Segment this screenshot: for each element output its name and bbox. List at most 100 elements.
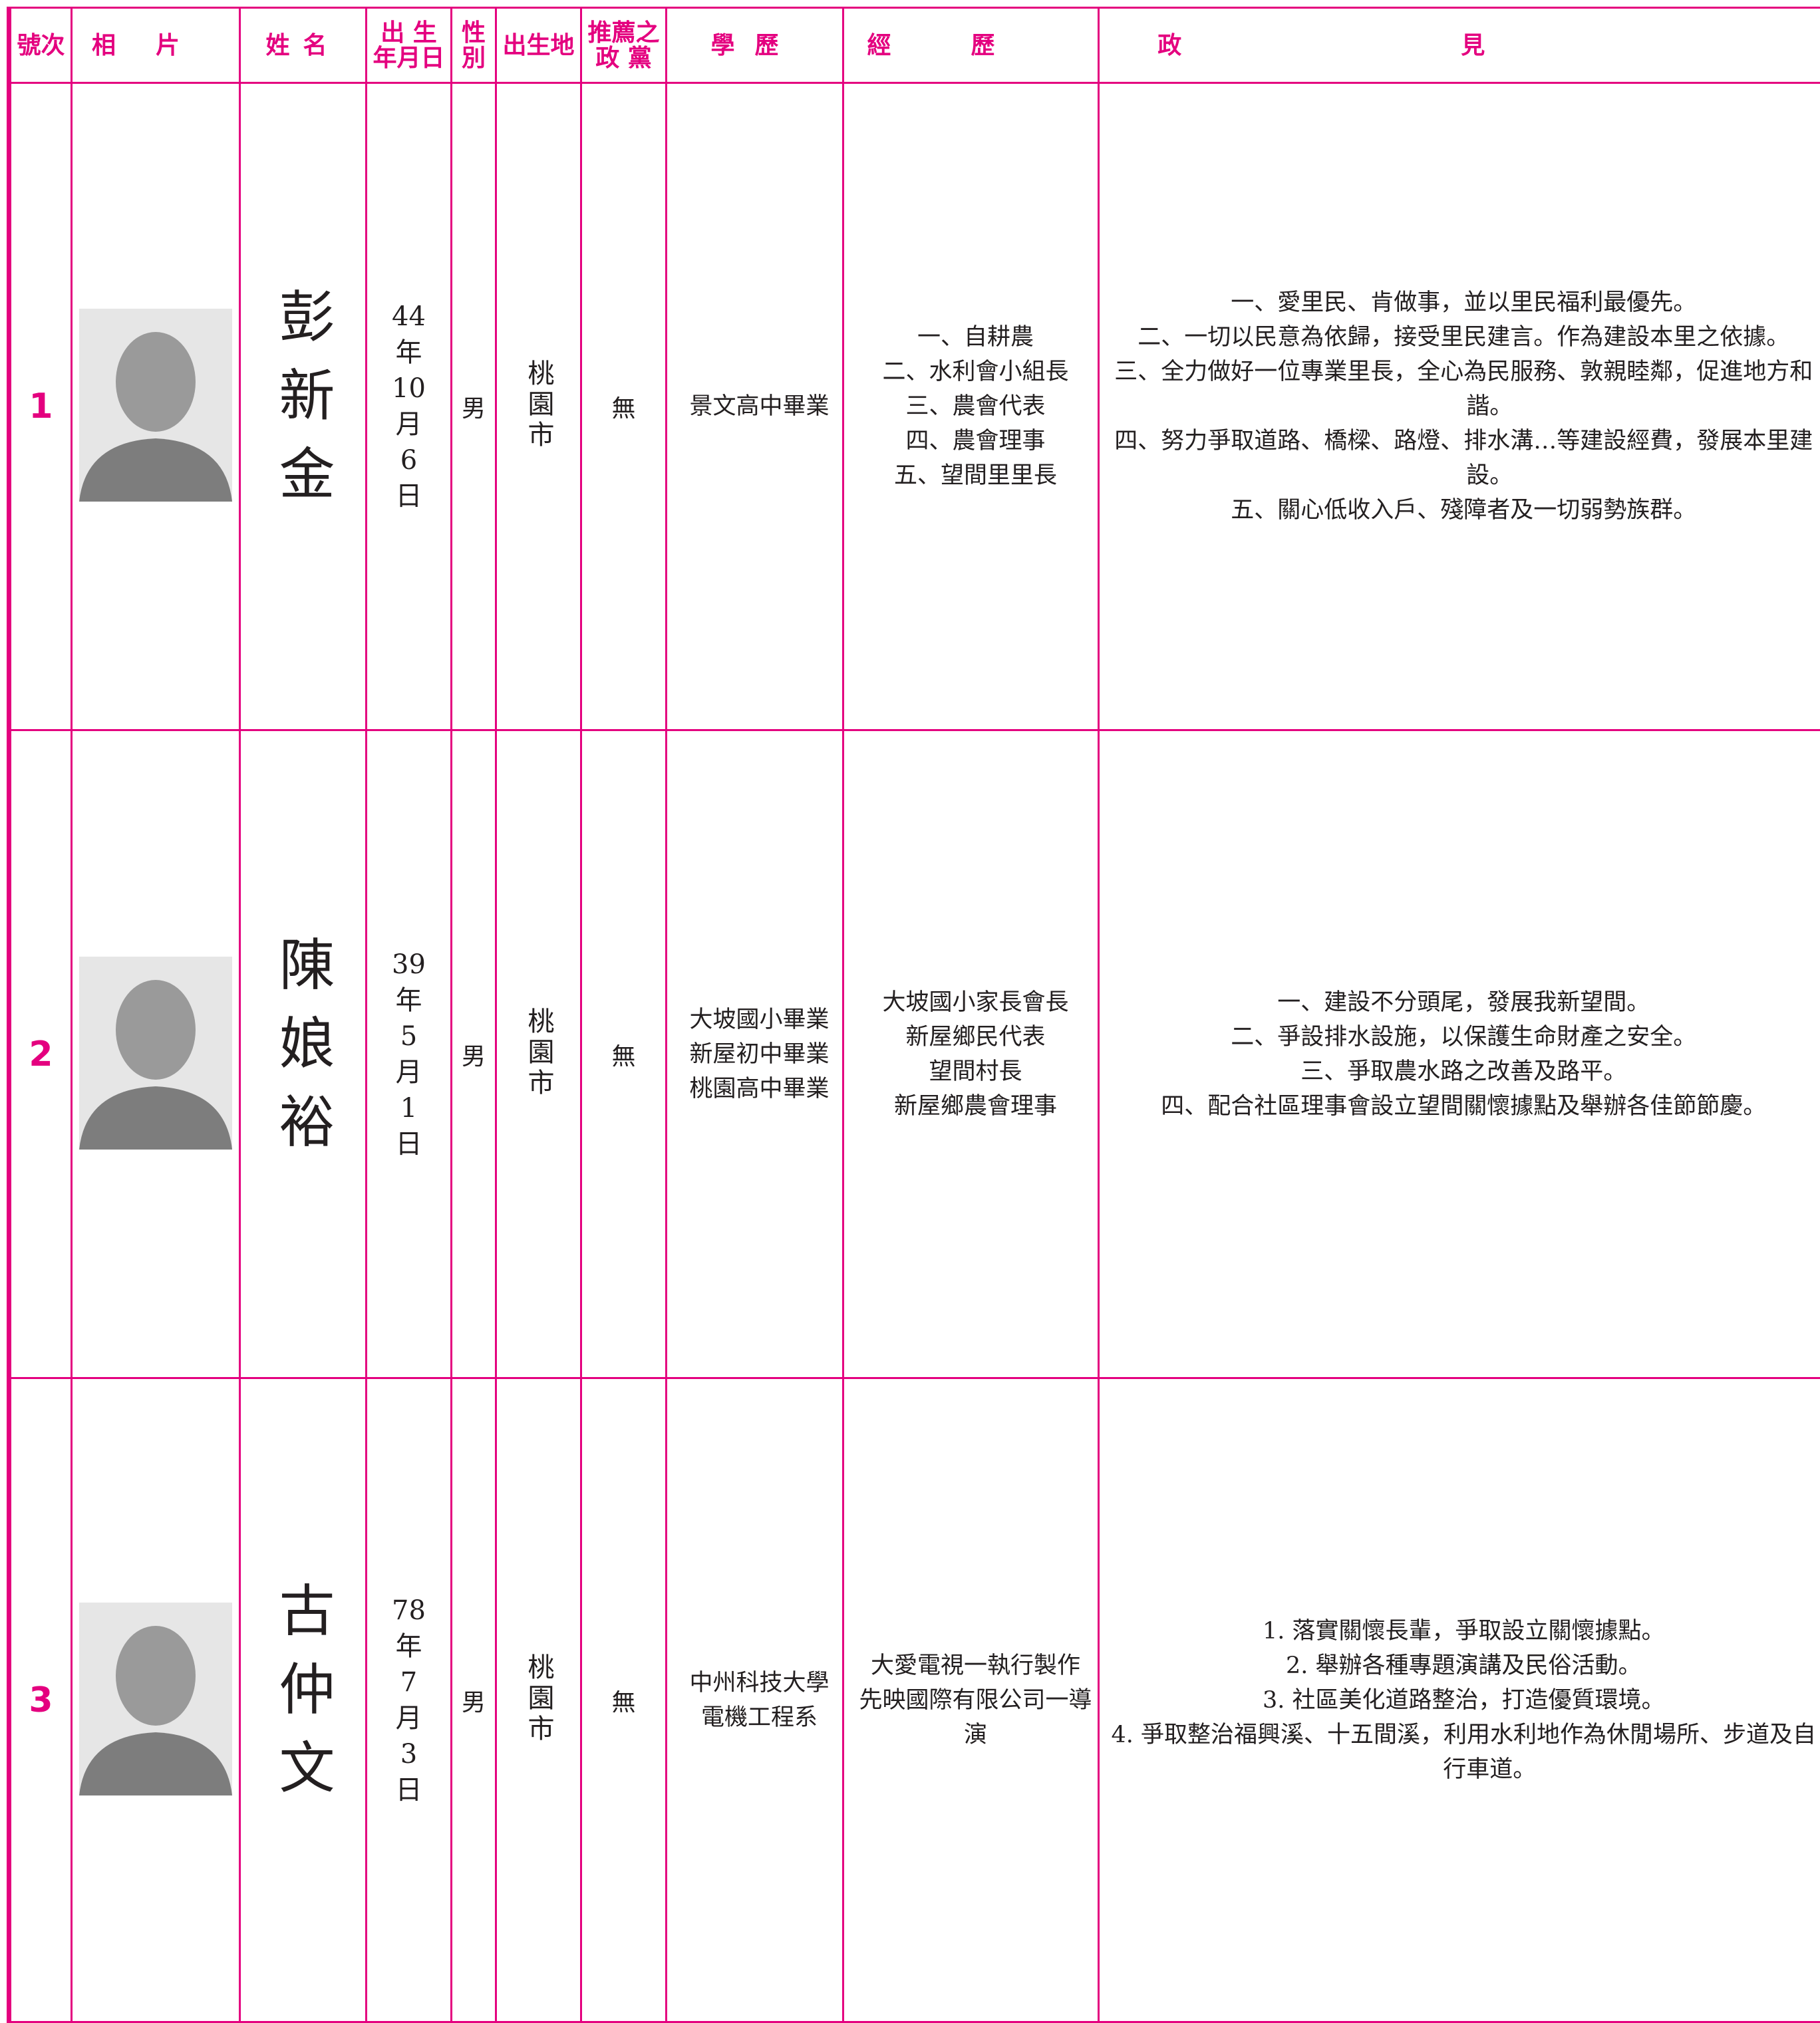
header-text: 年月日 — [373, 44, 445, 72]
birthplace: 桃園市 — [523, 1007, 554, 1099]
platform-line: 一、愛里民、肯做事，並以里民福利最優先。 — [1231, 289, 1697, 316]
platform-line: 二、爭設排水設施，以保護生命財產之安全。 — [1231, 1023, 1697, 1050]
experience-line: 新屋鄉農會理事 — [893, 1092, 1057, 1120]
birth-part: 10 — [392, 373, 426, 404]
birthplace-cell: 桃園市 — [495, 1377, 582, 2023]
header-text: 相片 — [91, 31, 220, 59]
experience-line: 三、農會代表 — [905, 393, 1046, 420]
platform-cell: 一、愛里民、肯做事，並以里民福利最優先。 二、一切以民意為依歸，接受里民建言。作為… — [1098, 82, 1820, 731]
name-cell: 陳娘裕 — [239, 729, 367, 1379]
education-cell: 中州科技大學 電機工程系 — [665, 1377, 844, 2023]
header-cell: 號次 — [7, 7, 73, 84]
party: 無 — [580, 1377, 667, 2023]
photo — [79, 956, 232, 1150]
birth-part: 1 — [400, 1092, 418, 1124]
candidate-row: 2 陳娘裕 39 年 5 月 1 日男桃園市無大坡國小畢業 新屋初中畢業 桃園高中畢業 大坡國小家長… — [7, 729, 1820, 1379]
photo-cell — [71, 1377, 241, 2023]
party: 無 — [580, 82, 667, 731]
birth-part: 7 — [400, 1666, 418, 1698]
platform-line: 三、全力做好一位專業里長，全心為民服務、敦親睦鄰，促進地方和諧。 — [1114, 359, 1813, 420]
candidate-table: 號次 相片 姓名出 生年月日性別出生地 推薦之政 黨 學歷 經歷 政見 1 彭新金 44 年 10 月… — [7, 7, 1820, 2023]
header-text: 號次 — [17, 31, 65, 59]
birth-part: 月 — [395, 409, 422, 440]
experience-line: 新屋鄉民代表 — [905, 1023, 1046, 1050]
birthplace-cell: 桃園市 — [495, 82, 582, 731]
header-cell: 出 生年月日 — [365, 7, 452, 84]
header-text: 推薦之 — [587, 19, 660, 47]
header-text: 政見 — [1157, 31, 1765, 59]
header-cell: 推薦之政 黨 — [580, 7, 667, 84]
birthplace: 桃園市 — [523, 359, 554, 451]
birth-part: 日 — [395, 1774, 422, 1805]
gender: 男 — [450, 729, 497, 1379]
experience-cell: 一、自耕農二、水利會小組長 三、農會代表 四、農會理事 五、望間里里長 — [842, 82, 1100, 731]
photo-cell — [71, 729, 241, 1379]
experience-line: 大坡國小家長會長 — [882, 989, 1069, 1016]
experience-line: 望間村長 — [929, 1058, 1022, 1085]
birth-part: 44 — [392, 301, 426, 332]
number: 3 — [7, 1377, 73, 2023]
name: 陳娘裕 — [270, 935, 335, 1171]
platform-cell: 一、建設不分頭尾，發展我新望間。 二、爭設排水設施，以保護生命財產之安全。 三、爭取… — [1098, 729, 1820, 1379]
birth-cell: 39 年 5 月 1 日 — [365, 729, 452, 1379]
platform-line: 四、配合社區理事會設立望間關懷據點及舉辦各佳節節慶。 — [1161, 1092, 1767, 1120]
birth-part: 年 — [395, 1631, 422, 1662]
header-text: 政 黨 — [595, 44, 652, 72]
birth-part: 3 — [400, 1738, 418, 1770]
experience-line: 五、望間里里長 — [893, 462, 1057, 489]
experience-line: 四、農會理事 — [905, 428, 1046, 454]
header-text: 別 — [461, 44, 486, 72]
platform-line: 五、關心低收入戶、殘障者及一切弱勢族群。 — [1231, 497, 1697, 524]
table-body: 1 彭新金 44 年 10 月 6 日男桃園市無景文高中畢業 一、自耕農 二、水利會小組長 三、農會… — [7, 82, 1820, 2023]
experience-line: 一、自耕農 — [917, 324, 1034, 351]
header-row: 號次 相片 姓名出 生年月日性別出生地 推薦之政 黨 學歷 經歷 政見 — [7, 7, 1820, 84]
education-cell: 景文高中畢業 — [665, 82, 844, 731]
birth-part: 月 — [395, 1056, 422, 1088]
name: 彭新金 — [270, 287, 335, 523]
birth-part: 日 — [395, 1128, 422, 1160]
number: 2 — [7, 729, 73, 1379]
education-line: 中州科技大學 — [689, 1669, 830, 1696]
header-text: 學歷 — [710, 31, 799, 59]
education-line: 電機工程系 — [700, 1704, 818, 1731]
photo — [79, 309, 232, 502]
platform-line: 四、努力爭取道路、橋樑、路燈、排水溝…等建設經費，發展本里建設。 — [1114, 428, 1813, 489]
education-line: 景文高中畢業 — [689, 393, 830, 420]
header-cell: 出生地 — [495, 7, 582, 84]
experience-line: 二、水利會小組長 — [882, 359, 1069, 385]
header-cell: 姓名 — [239, 7, 367, 84]
number: 1 — [7, 82, 73, 731]
birthplace-cell: 桃園市 — [495, 729, 582, 1379]
platform-line: 1. 落實關懷長輩，爭取設立關懷據點。 — [1262, 1617, 1665, 1644]
platform-line: 2. 舉辦各種專題演講及民俗活動。 — [1285, 1652, 1642, 1679]
header-cell: 性別 — [450, 7, 497, 84]
platform-line: 4. 爭取整治福興溪、十五間溪，利用水利地作為休閒場所、步道及自行車道。 — [1111, 1721, 1817, 1783]
platform-line: 3. 社區美化道路整治，打造優質環境。 — [1262, 1686, 1665, 1714]
birth-part: 年 — [395, 337, 422, 368]
experience-line: 先映國際有限公司一導演 — [859, 1686, 1092, 1748]
header-cell: 政見 — [1098, 7, 1820, 84]
photo-cell — [71, 82, 241, 731]
birthplace: 桃園市 — [523, 1652, 554, 1745]
header-text: 經歷 — [867, 31, 1075, 59]
header-text: 出生地 — [502, 31, 575, 59]
birth-part: 月 — [395, 1702, 422, 1734]
education-line: 桃園高中畢業 — [689, 1075, 830, 1102]
birth-cell: 78 年 7 月 3 日 — [365, 1377, 452, 2023]
platform-line: 一、建設不分頭尾，發展我新望間。 — [1277, 989, 1650, 1016]
header-text: 姓名 — [265, 31, 341, 59]
name: 古仲文 — [270, 1581, 335, 1817]
education-line: 新屋初中畢業 — [689, 1040, 830, 1068]
birth-cell: 44 年 10 月 6 日 — [365, 82, 452, 731]
name-cell: 古仲文 — [239, 1377, 367, 2023]
photo — [79, 1602, 232, 1795]
education-cell: 大坡國小畢業 新屋初中畢業 桃園高中畢業 — [665, 729, 844, 1379]
candidate-row: 1 彭新金 44 年 10 月 6 日男桃園市無景文高中畢業 一、自耕農 二、水利會小組長 三、農會… — [7, 82, 1820, 731]
candidate-row: 3 古仲文 78 年 7 月 3 日男桃園市無中州科技大學 電機工程系 大愛電視一執行製作 先映國際… — [7, 1377, 1820, 2023]
header-text: 性 — [461, 19, 486, 47]
header-cell: 學歷 — [665, 7, 844, 84]
birth-part: 日 — [395, 481, 422, 512]
birth-part: 39 — [392, 949, 426, 980]
platform-cell: 1. 落實關懷長輩，爭取設立關懷據點。 2. 舉辦各種專題演講及民俗活動。 3. 社… — [1098, 1377, 1820, 2023]
